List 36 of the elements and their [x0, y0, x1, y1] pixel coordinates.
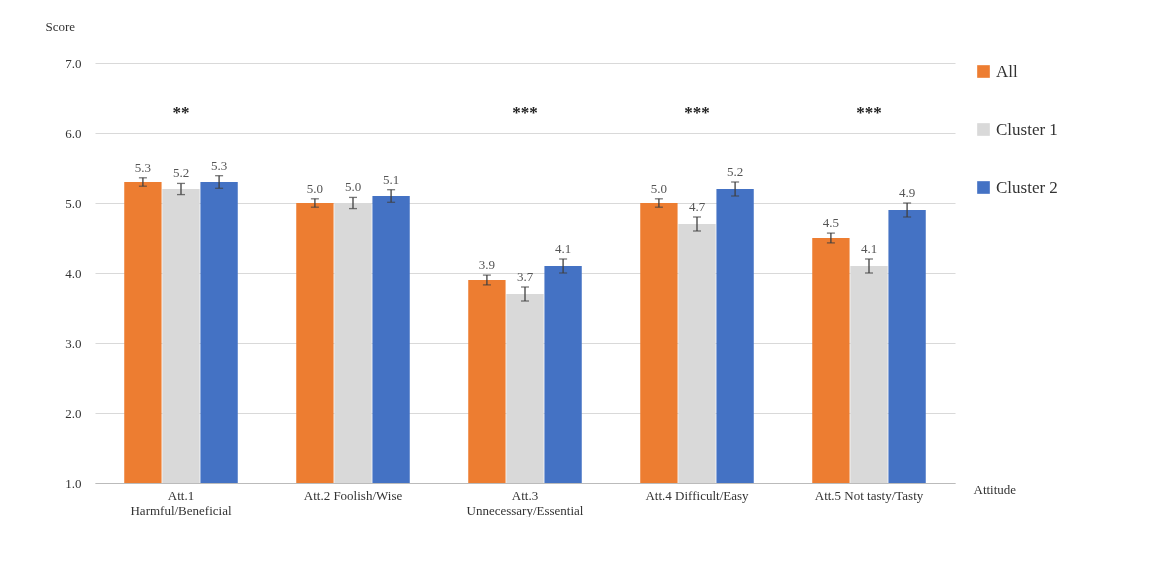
y-tick-label: 1.0: [65, 475, 82, 491]
data-label: 5.1: [382, 171, 400, 187]
data-label: 4.9: [898, 185, 916, 200]
annotation: ***: [684, 103, 710, 122]
y-tick-label: 6.0: [65, 125, 82, 141]
data-label: 5.0: [650, 180, 668, 196]
x-tick-label: Att.1 Harmful/Beneficial: [130, 487, 232, 518]
legend-label: All: [996, 61, 1018, 81]
data-label: 5.0: [344, 179, 362, 195]
legend-label: Cluster 2: [996, 177, 1058, 197]
data-label: 3.9: [478, 257, 496, 273]
data-label: 3.7: [516, 269, 534, 284]
y-tick-label: 2.0: [65, 405, 82, 421]
x-tick-label: Att.2 Foolish/Wise: [303, 487, 403, 503]
y-tick-label: 4.0: [65, 265, 82, 281]
y-axis-title: Score: [45, 18, 76, 34]
data-label: 5.3: [210, 157, 228, 173]
y-tick-label: 7.0: [65, 55, 82, 71]
data-label: 4.1: [860, 241, 878, 256]
annotation: **: [172, 103, 190, 122]
legend-label: Cluster 1: [996, 119, 1058, 139]
annotation: ***: [512, 103, 538, 122]
x-tick-label: Att.3 Unnecessary/Essential: [466, 487, 584, 518]
annotation: ***: [856, 103, 882, 122]
data-label: 5.2: [726, 164, 744, 179]
y-tick-label: 5.0: [65, 195, 82, 211]
data-label: 4.1: [554, 241, 572, 256]
data-label: 4.7: [688, 199, 706, 214]
data-label: 5.2: [172, 165, 190, 181]
data-label: 5.0: [306, 180, 324, 196]
y-tick-label: 3.0: [65, 335, 82, 351]
x-axis-title: Attitude: [973, 481, 1017, 497]
x-tick-label: Att.5 Not tasty/Tasty: [814, 487, 924, 503]
x-tick-label: Att.4 Difficult/Easy: [645, 487, 750, 503]
data-label: 4.5: [822, 215, 840, 231]
data-label: 5.3: [134, 159, 152, 175]
